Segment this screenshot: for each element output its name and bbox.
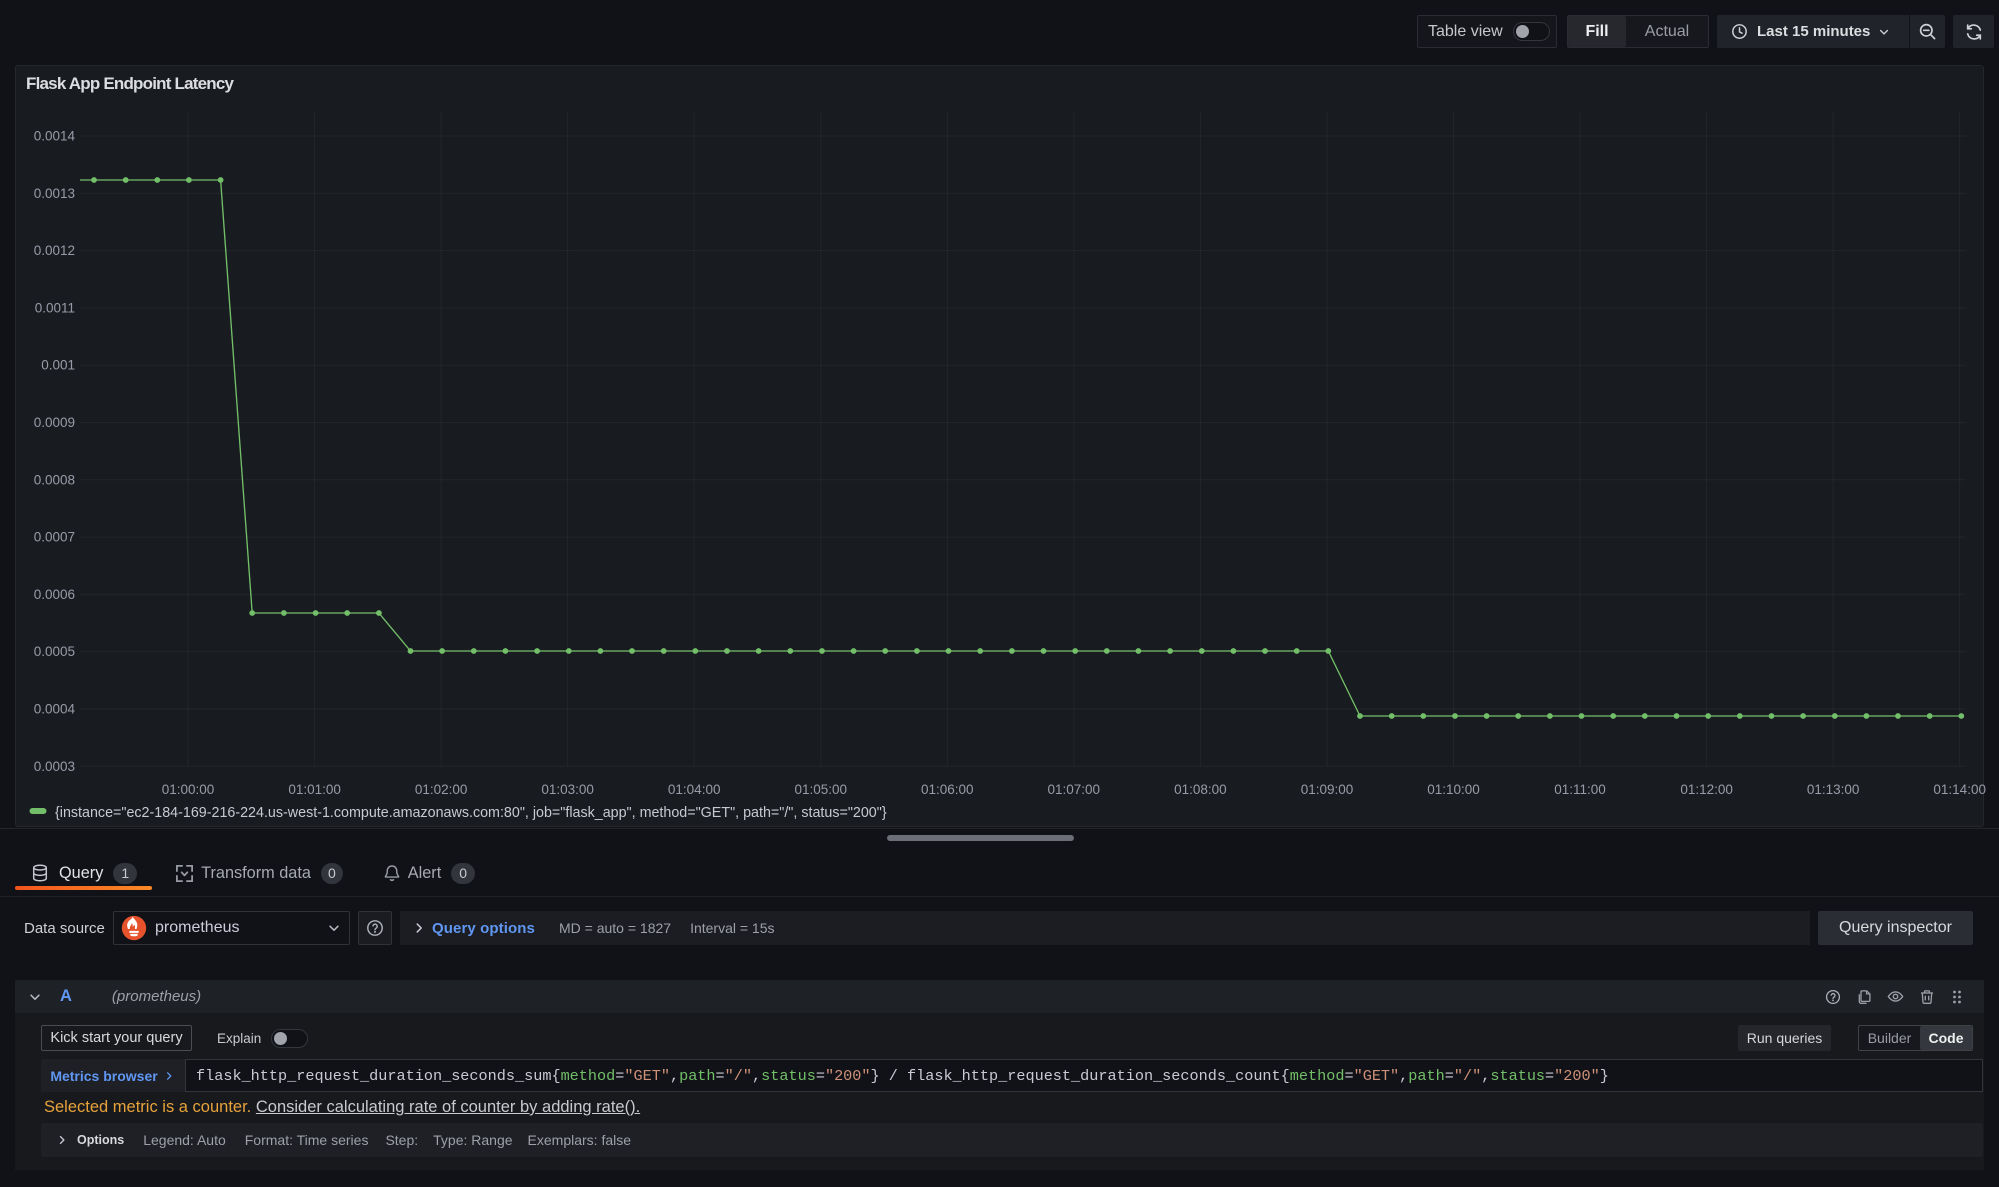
svg-text:0.0014: 0.0014	[34, 129, 76, 144]
svg-text:0.0011: 0.0011	[35, 300, 75, 315]
svg-text:0.0012: 0.0012	[34, 243, 75, 258]
svg-text:0.0008: 0.0008	[34, 472, 75, 487]
svg-text:01:07:00: 01:07:00	[1048, 782, 1101, 797]
svg-text:{instance="ec2-184-169-216-224: {instance="ec2-184-169-216-224.us-west-1…	[55, 805, 887, 821]
svg-text:0.0003: 0.0003	[34, 759, 75, 774]
svg-text:01:00:00: 01:00:00	[162, 782, 215, 797]
svg-text:01:14:00: 01:14:00	[1933, 782, 1986, 797]
svg-text:01:05:00: 01:05:00	[795, 782, 848, 797]
svg-text:0.001: 0.001	[41, 358, 75, 373]
svg-text:01:09:00: 01:09:00	[1301, 782, 1354, 797]
svg-text:01:06:00: 01:06:00	[921, 782, 974, 797]
svg-text:0.0005: 0.0005	[34, 644, 75, 659]
svg-text:0.0006: 0.0006	[34, 587, 75, 602]
svg-text:01:04:00: 01:04:00	[668, 782, 721, 797]
svg-text:01:02:00: 01:02:00	[415, 782, 468, 797]
svg-text:0.0004: 0.0004	[34, 702, 76, 717]
svg-text:01:08:00: 01:08:00	[1174, 782, 1227, 797]
svg-text:01:10:00: 01:10:00	[1427, 782, 1480, 797]
svg-text:0.0009: 0.0009	[34, 415, 75, 430]
svg-text:01:12:00: 01:12:00	[1680, 782, 1733, 797]
svg-text:01:11:00: 01:11:00	[1554, 782, 1606, 797]
svg-text:0.0007: 0.0007	[34, 530, 75, 545]
svg-text:01:01:00: 01:01:00	[288, 782, 341, 797]
svg-text:01:03:00: 01:03:00	[541, 782, 594, 797]
svg-text:01:13:00: 01:13:00	[1807, 782, 1860, 797]
svg-text:0.0013: 0.0013	[34, 186, 75, 201]
